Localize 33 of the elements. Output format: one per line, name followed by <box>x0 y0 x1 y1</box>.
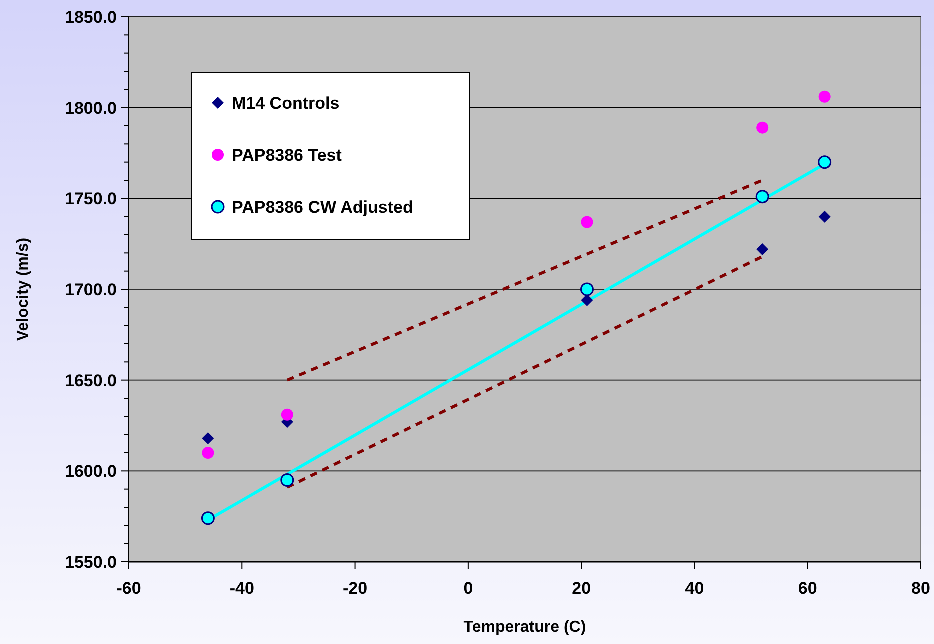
legend-label: PAP8386 Test <box>232 146 342 165</box>
y-tick-label: 1800.0 <box>65 98 117 118</box>
x-tick-label: 0 <box>464 579 474 598</box>
x-axis-title: Temperature (C) <box>464 619 586 636</box>
point <box>201 512 215 526</box>
point <box>580 282 594 296</box>
point <box>818 210 831 223</box>
legend-label: PAP8386 CW Adjusted <box>232 198 414 217</box>
point <box>756 190 770 204</box>
y-tick-label: 1850.0 <box>65 8 117 27</box>
point <box>756 122 769 134</box>
y-tick-label: 1700.0 <box>65 280 117 300</box>
point <box>202 432 214 444</box>
point <box>581 216 594 228</box>
y-tick-label: 1600.0 <box>65 462 117 482</box>
x-tick-label: 60 <box>798 579 818 598</box>
point <box>818 156 832 170</box>
point <box>756 244 769 256</box>
x-tick-label: -60 <box>116 579 142 598</box>
x-tick-label: -20 <box>342 579 368 598</box>
point <box>202 447 214 459</box>
x-tick-label: -40 <box>230 579 254 598</box>
legend-label: M14 Controls <box>232 94 340 113</box>
point <box>280 474 294 487</box>
x-tick-label: 80 <box>912 579 930 598</box>
x-tick-label: 40 <box>685 579 704 598</box>
x-tick-label: 20 <box>572 579 592 598</box>
y-tick-label: 1650.0 <box>65 371 117 390</box>
y-tick-label: 1550.0 <box>65 552 117 572</box>
point <box>818 90 831 103</box>
y-tick-label: 1750.0 <box>65 190 117 209</box>
y-axis-title: Velocity (m/s) <box>15 238 32 342</box>
point <box>281 408 294 421</box>
